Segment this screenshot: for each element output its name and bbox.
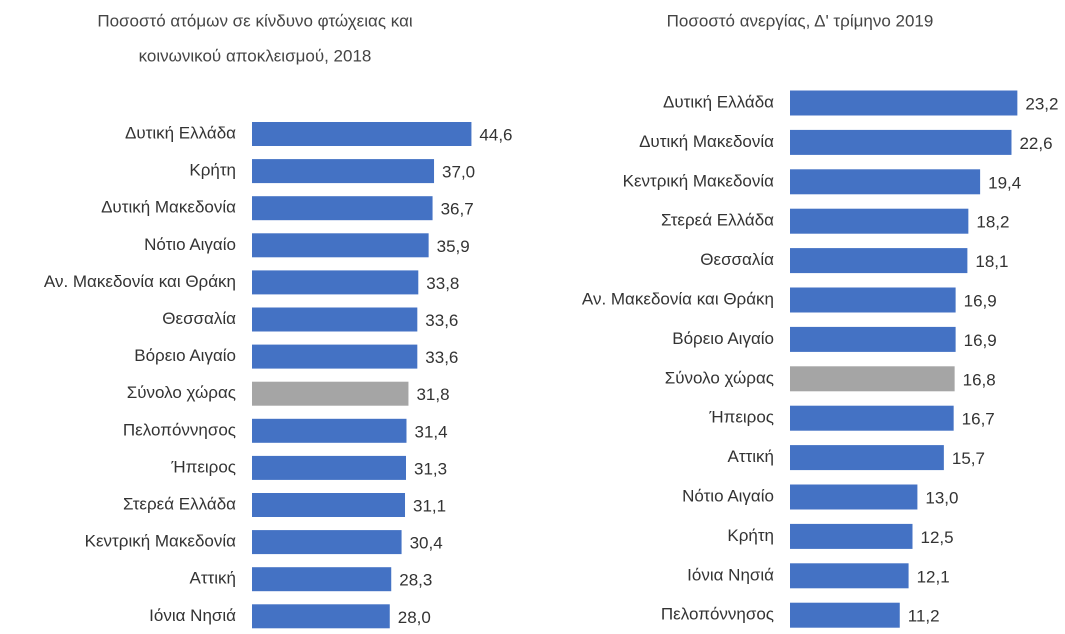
value-label: 16,8 [963, 370, 996, 389]
value-label: 22,6 [1019, 134, 1052, 153]
value-label: 30,4 [410, 534, 443, 553]
value-label: 12,5 [921, 528, 954, 547]
category-label: Κρήτη [189, 161, 236, 180]
bar [252, 307, 418, 332]
value-label: 11,2 [908, 607, 940, 626]
value-label: 33,8 [426, 274, 459, 293]
value-label: 31,3 [414, 459, 447, 478]
value-label: 12,1 [917, 567, 950, 586]
bar [252, 196, 433, 221]
bar [252, 455, 406, 480]
chart-title: κοινωνικού αποκλεισμού, 2018 [139, 46, 372, 65]
category-label: Αττική [727, 447, 774, 466]
category-label: Δυτική Μακεδονία [639, 132, 774, 151]
value-label: 35,9 [437, 237, 470, 256]
category-label: Ήπειρος [708, 408, 774, 427]
bar [790, 326, 956, 352]
bar [790, 208, 969, 234]
value-label: 16,9 [964, 291, 997, 310]
bar [790, 287, 956, 313]
value-label: 44,6 [479, 125, 512, 144]
bar [252, 530, 402, 555]
bar [252, 270, 419, 295]
value-label: 33,6 [425, 311, 458, 330]
category-label: Κεντρική Μακεδονία [623, 171, 775, 190]
value-label: 36,7 [441, 200, 474, 219]
category-label: Ιόνια Νησιά [149, 606, 236, 625]
category-label: Νότιο Αιγαίο [682, 486, 774, 505]
category-label: Στερεά Ελλάδα [123, 494, 236, 513]
category-label: Πελοπόννησος [123, 420, 236, 439]
bar [790, 248, 968, 274]
category-label: Στερεά Ελλάδα [661, 211, 774, 230]
value-label: 18,2 [976, 213, 1009, 232]
category-label: Σύνολο χώρας [665, 368, 774, 387]
bar [252, 493, 406, 517]
bar [790, 484, 918, 510]
category-label: Αν. Μακεδονία και Θράκη [44, 272, 236, 291]
bar [790, 602, 900, 628]
category-label: Κρήτη [727, 526, 774, 545]
value-label: 31,4 [414, 422, 447, 441]
value-label: 18,1 [975, 252, 1008, 271]
value-label: 33,6 [425, 348, 458, 367]
bar [252, 418, 407, 443]
value-label: 37,0 [442, 163, 475, 182]
bar [790, 129, 1012, 155]
value-label: 15,7 [952, 449, 985, 468]
bar [252, 344, 418, 369]
value-label: 31,1 [413, 496, 446, 515]
bar [252, 159, 435, 184]
category-label: Ήπειρος [170, 457, 236, 476]
bar [252, 604, 390, 629]
value-label: 13,0 [925, 488, 958, 507]
value-label: 28,3 [399, 571, 432, 590]
category-label: Δυτική Ελλάδα [663, 92, 774, 111]
value-label: 19,4 [988, 173, 1021, 192]
bar [790, 405, 954, 431]
value-label: 28,0 [398, 608, 431, 627]
chart-title: Ποσοστό ατόμων σε κίνδυνο φτώχειας και [97, 11, 413, 30]
category-label: Βόρειο Αιγαίο [672, 329, 774, 348]
category-label: Αττική [189, 569, 236, 588]
bar [790, 523, 913, 549]
category-label: Ιόνια Νησιά [687, 565, 774, 584]
category-label: Πελοπόννησος [661, 605, 774, 624]
value-label: 23,2 [1025, 94, 1058, 113]
category-label: Σύνολο χώρας [127, 383, 236, 402]
bar [790, 169, 981, 195]
bar [252, 122, 472, 146]
bar [790, 445, 944, 471]
category-label: Κεντρική Μακεδονία [85, 532, 237, 551]
bar [252, 381, 409, 406]
value-label: 16,9 [964, 331, 997, 350]
category-label: Νότιο Αιγαίο [144, 235, 236, 254]
category-label: Αν. Μακεδονία και Θράκη [582, 289, 774, 308]
bar [790, 563, 909, 589]
category-label: Θεσσαλία [700, 250, 774, 269]
category-label: Δυτική Ελλάδα [125, 123, 236, 142]
bar [252, 233, 429, 258]
value-label: 16,7 [962, 410, 995, 429]
category-label: Δυτική Μακεδονία [101, 198, 236, 217]
value-label: 31,8 [416, 385, 449, 404]
chart-title: Ποσοστό ανεργίας, Δ' τρίμηνο 2019 [667, 11, 934, 30]
bar [790, 366, 955, 392]
category-label: Βόρειο Αιγαίο [134, 346, 236, 365]
category-label: Θεσσαλία [162, 309, 236, 328]
bar [790, 90, 1018, 116]
bar [252, 567, 392, 592]
